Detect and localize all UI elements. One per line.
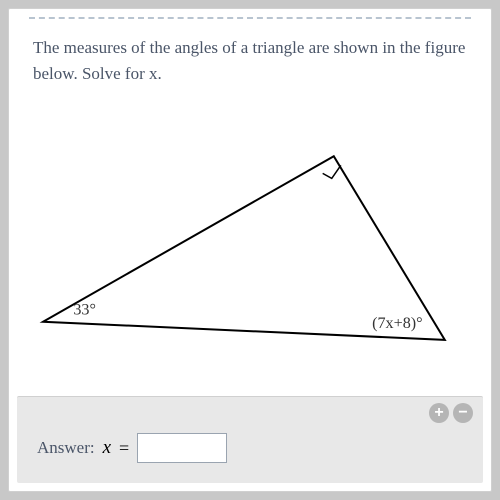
angle-label-left: 33° <box>73 302 96 319</box>
answer-row: Answer: x = <box>37 433 463 463</box>
remove-button[interactable]: − <box>453 403 473 423</box>
question-card: The measures of the angles of a triangle… <box>8 8 492 492</box>
plus-icon: + <box>434 405 443 421</box>
figure-area: 33° (7x+8)° <box>9 94 491 388</box>
answer-label: Answer: <box>37 438 95 458</box>
add-button[interactable]: + <box>429 403 449 423</box>
minus-icon: − <box>458 405 467 421</box>
right-angle-marker <box>323 165 341 178</box>
answer-panel: + − Answer: x = <box>17 396 483 483</box>
angle-label-right: (7x+8)° <box>372 315 422 332</box>
triangle-diagram: 33° (7x+8)° <box>33 104 467 378</box>
equals-sign: = <box>119 438 129 459</box>
question-text: The measures of the angles of a triangle… <box>9 19 491 94</box>
variable-x: x <box>103 437 111 459</box>
answer-input[interactable] <box>137 433 227 463</box>
triangle-shape <box>43 156 445 340</box>
panel-controls: + − <box>429 403 473 423</box>
